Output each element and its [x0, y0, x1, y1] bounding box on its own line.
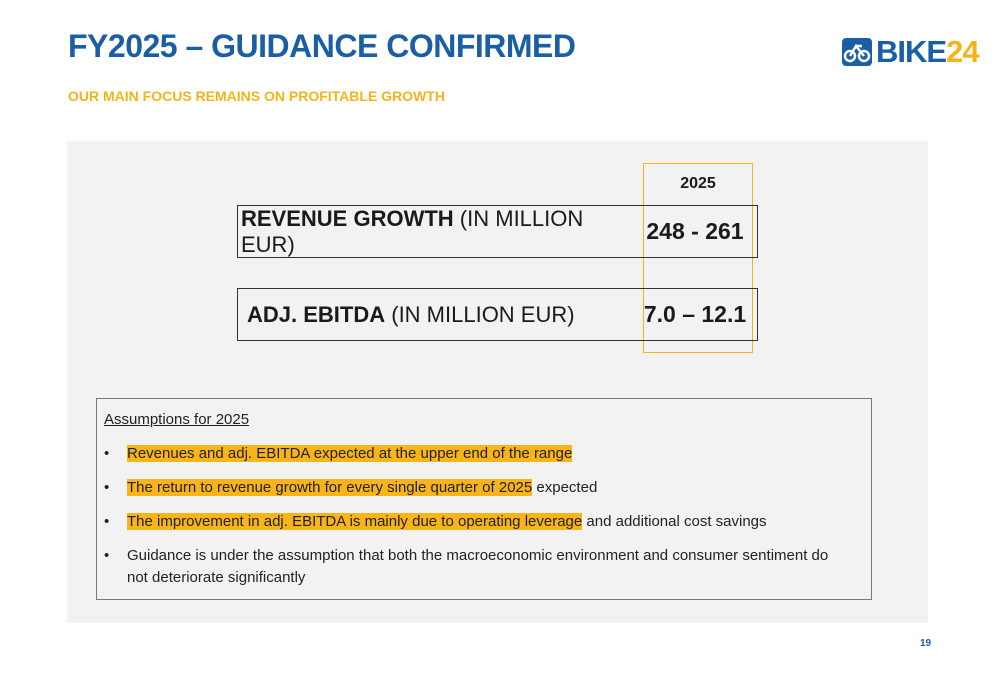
revenue-growth-value: 248 - 261 — [646, 218, 744, 244]
adj-ebitda-label: ADJ. EBITDA (IN MILLION EUR) — [238, 302, 636, 328]
bullet-icon: • — [104, 547, 110, 564]
assumptions-box: Assumptions for 2025 • Revenues and adj.… — [96, 398, 872, 600]
revenue-growth-label-unit: (IN MILLION EUR) — [241, 205, 584, 257]
assumption-item: • Revenues and adj. EBITDA expected at t… — [97, 443, 871, 465]
revenue-growth-label-bold: REVENUE GROWTH — [241, 205, 454, 231]
assumption-item: • Guidance is under the assumption that … — [97, 545, 871, 589]
logo-text-number: 24 — [946, 34, 979, 69]
assumption-highlight: Revenues and adj. EBITDA expected at the… — [127, 445, 573, 462]
revenue-growth-label: REVENUE GROWTH (IN MILLION EUR) — [238, 206, 636, 258]
adj-ebitda-value: 7.0 – 12.1 — [643, 301, 747, 327]
bullet-icon: • — [104, 445, 110, 462]
bike24-logo: BIKE24 — [842, 34, 980, 70]
page-title: FY2025 – GUIDANCE CONFIRMED — [68, 28, 576, 64]
bike24-logo-icon — [842, 38, 872, 66]
adj-ebitda-label-bold: ADJ. EBITDA — [247, 301, 386, 327]
revenue-growth-row: REVENUE GROWTH (IN MILLION EUR) 248 - 26… — [237, 205, 758, 258]
page-number: 19 — [920, 638, 932, 649]
logo-text-bike: BIKE — [876, 34, 947, 69]
assumptions-list: • Revenues and adj. EBITDA expected at t… — [97, 443, 871, 601]
assumption-highlight: The improvement in adj. EBITDA is mainly… — [127, 513, 583, 530]
assumption-text: expected — [532, 479, 598, 496]
bullet-icon: • — [104, 513, 110, 530]
adj-ebitda-row: ADJ. EBITDA (IN MILLION EUR) 7.0 – 12.1 — [237, 288, 758, 341]
assumption-item: • The improvement in adj. EBITDA is main… — [97, 511, 871, 533]
year-column-highlight — [643, 163, 753, 353]
assumptions-title: Assumptions for 2025 — [104, 411, 250, 428]
adj-ebitda-label-unit: (IN MILLION EUR) — [385, 301, 575, 327]
assumption-highlight: The return to revenue growth for every s… — [127, 479, 533, 496]
page-subtitle: OUR MAIN FOCUS REMAINS ON PROFITABLE GRO… — [68, 88, 445, 104]
bullet-icon: • — [104, 479, 110, 496]
assumption-text: and additional cost savings — [582, 513, 767, 530]
logo-wordmark: BIKE24 — [876, 34, 980, 70]
assumption-text: Guidance is under the assumption that bo… — [127, 547, 829, 586]
assumption-item: • The return to revenue growth for every… — [97, 477, 871, 499]
year-header: 2025 — [680, 175, 716, 192]
